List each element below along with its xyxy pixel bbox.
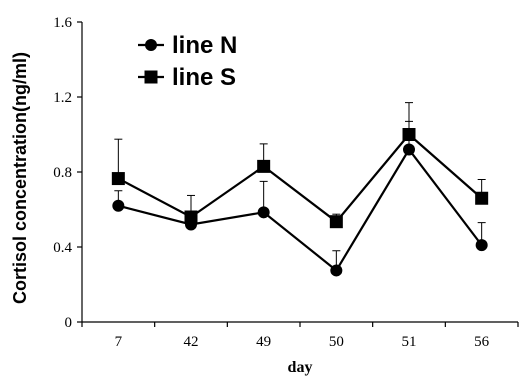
data-point-square: [329, 215, 343, 229]
series-line-n: [112, 120, 488, 277]
x-tick-label: 7: [115, 334, 123, 350]
data-point-square: [257, 159, 271, 173]
x-tick-label: 51: [402, 334, 417, 350]
y-axis-label: Cortisol concentration(ng/ml): [10, 52, 30, 304]
x-tick-label: 50: [329, 334, 344, 350]
y-tick-label: 0.4: [53, 240, 72, 256]
legend-label: line S: [172, 64, 236, 91]
legend-label: line N: [172, 32, 237, 59]
data-point-circle: [257, 206, 270, 219]
series-line: [118, 147, 483, 273]
data-point-square: [402, 128, 416, 141]
x-ticks: 7 42 49 50 51 56: [81, 322, 519, 350]
legend-marker-square: [144, 70, 158, 84]
y-tick-label: 1.2: [53, 90, 72, 106]
y-tick-label: 0: [65, 315, 73, 331]
x-tick-label: 49: [256, 334, 271, 350]
data-point-square: [184, 210, 198, 224]
data-point-circle: [330, 264, 343, 277]
series-layer: [111, 102, 489, 277]
x-tick-label: 42: [184, 334, 199, 350]
data-point-circle: [475, 239, 488, 252]
data-point-circle: [112, 199, 125, 212]
y-ticks: 0 0.4 0.8 1.2 1.6: [53, 15, 82, 331]
y-tick-label: 0.8: [53, 165, 72, 181]
data-point-square: [475, 191, 489, 205]
x-tick-label: 56: [474, 334, 490, 350]
y-tick-label: 1.6: [53, 15, 72, 31]
series-line-s: [111, 102, 489, 229]
series-line: [117, 132, 483, 224]
data-point-square: [111, 172, 125, 186]
x-axis-label: day: [288, 359, 313, 376]
legend: line N line S: [138, 32, 237, 91]
data-point-circle: [403, 143, 415, 156]
legend-marker-circle: [145, 39, 157, 51]
